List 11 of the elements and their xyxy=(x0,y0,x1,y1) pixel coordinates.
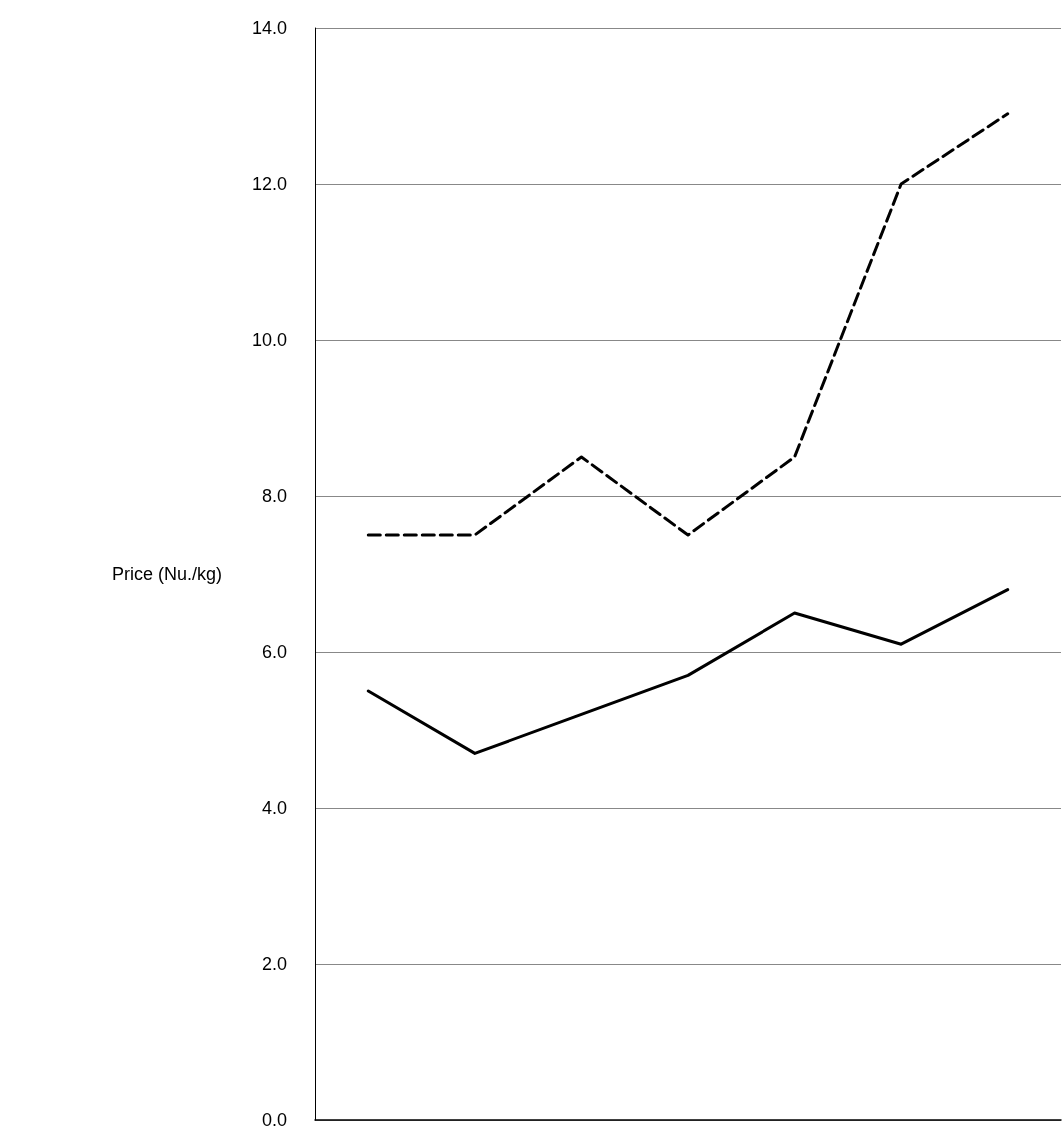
line-series xyxy=(366,112,1010,537)
y-tick-label: 6.0 xyxy=(261,642,287,662)
y-tick-label: 2.0 xyxy=(261,954,287,974)
y-tick-label: 10.0 xyxy=(251,330,287,350)
line-series xyxy=(366,588,1010,755)
y-tick-label: 4.0 xyxy=(261,798,287,818)
y-axis-title: Price (Nu./kg) xyxy=(111,564,222,584)
y-tick-label: 14.0 xyxy=(251,18,287,38)
y-tick-label: 12.0 xyxy=(251,174,287,194)
y-tick-label: 0.0 xyxy=(261,1110,287,1130)
y-tick-label: 8.0 xyxy=(261,486,287,506)
